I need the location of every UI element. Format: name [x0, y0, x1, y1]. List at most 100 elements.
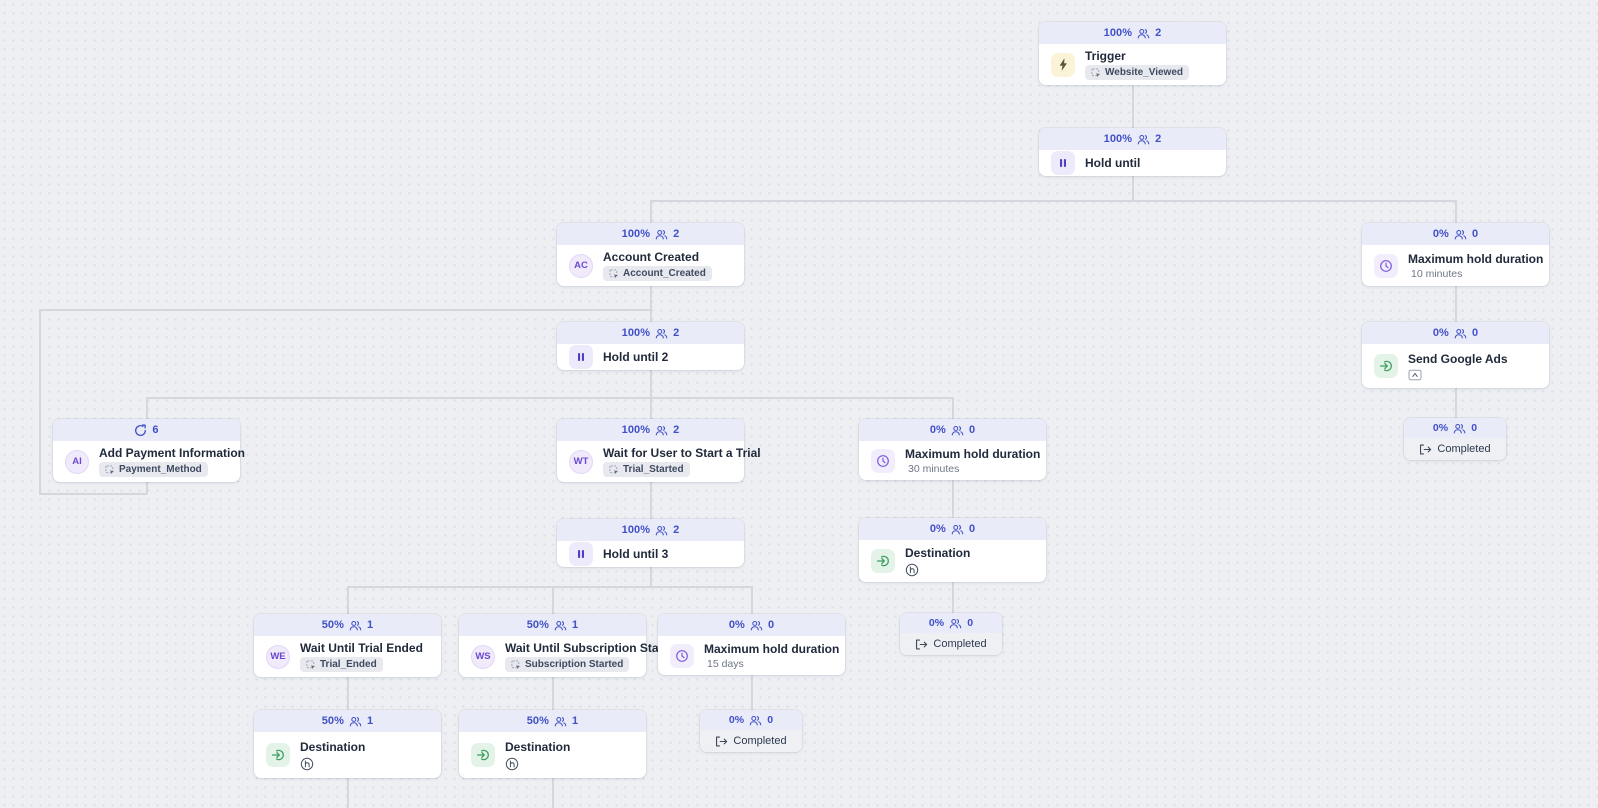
user-count: 1 — [572, 619, 579, 631]
event-badge-label: Account_Created — [623, 268, 706, 279]
users-icon — [655, 525, 668, 536]
percent-value: 100% — [1103, 133, 1133, 145]
node-title: Maximum hold duration — [704, 641, 840, 656]
loop-count: 6 — [152, 424, 159, 436]
connector-line — [952, 582, 954, 613]
event-badge-label: Trial_Ended — [320, 659, 377, 670]
user-count: 1 — [367, 715, 374, 727]
node-wait-until-subscription-started[interactable]: 50% 1 WS Wait Until Subscription Started… — [459, 614, 681, 677]
avatar: AC — [569, 253, 593, 278]
percent-value: 0% — [1432, 422, 1449, 434]
percent-value: 50% — [526, 715, 550, 727]
connector-line — [650, 200, 652, 223]
avatar: WS — [471, 644, 495, 669]
percent-value: 50% — [321, 619, 345, 631]
node-body: Hold until 3 — [557, 541, 744, 567]
event-badge: Trial_Started — [603, 462, 690, 477]
node-destination[interactable]: 0% 0 Destination — [859, 518, 1046, 582]
users-icon — [750, 620, 763, 631]
node-send-google-ads[interactable]: 0% 0 Send Google Ads — [1362, 322, 1549, 388]
clock-icon — [871, 448, 895, 473]
event-icon — [609, 269, 619, 279]
node-wait-until-trial-ended[interactable]: 50% 1 WE Wait Until Trial Ended Trial_En… — [254, 614, 441, 677]
connector-line — [1132, 85, 1134, 128]
node-hold-until-3[interactable]: 100% 2 Hold until 3 — [557, 519, 744, 567]
node-maximum-hold-duration[interactable]: 0% 0 Maximum hold duration 10 minutes — [1362, 223, 1549, 286]
percent-value: 0% — [928, 617, 945, 629]
user-count: 1 — [572, 715, 579, 727]
node-completed[interactable]: 0% 0 Completed — [700, 710, 802, 752]
user-count: 2 — [673, 327, 680, 339]
webhook-icon — [300, 757, 314, 771]
percent-value: 50% — [526, 619, 550, 631]
node-completed[interactable]: 0% 0 Completed — [900, 613, 1002, 655]
node-wait-for-user-to-start-a-trial[interactable]: 100% 2 WT Wait for User to Start a Trial… — [557, 419, 761, 482]
percent-value: 0% — [728, 714, 745, 726]
node-title: Hold until — [1085, 156, 1141, 170]
avatar: WT — [569, 449, 593, 474]
user-count: 1 — [367, 619, 374, 631]
user-count: 2 — [673, 424, 680, 436]
pause-icon — [569, 542, 593, 566]
event-badge: Subscription Started — [505, 657, 630, 672]
connector-line — [1455, 286, 1457, 322]
node-body: WT Wait for User to Start a Trial Trial_… — [557, 441, 761, 482]
node-destination[interactable]: 50% 1 Destination — [254, 710, 441, 778]
node-hold-until-2[interactable]: 100% 2 Hold until 2 — [557, 322, 744, 370]
user-count: 0 — [1471, 228, 1479, 240]
node-stats-header: 0% 0 — [700, 710, 802, 730]
node-body: Maximum hold duration 30 minutes — [859, 441, 1046, 480]
node-body: Destination — [859, 540, 1046, 582]
clock-icon — [670, 643, 694, 668]
node-title: Wait Until Trial Ended — [300, 641, 423, 655]
users-icon — [951, 524, 964, 535]
event-badge-label: Payment_Method — [119, 464, 202, 475]
node-title: Wait for User to Start a Trial — [603, 446, 761, 460]
loop-icon — [134, 424, 147, 437]
connector-line — [146, 397, 952, 399]
user-count: 0 — [968, 424, 976, 436]
event-badge-label: Subscription Started — [525, 659, 624, 670]
percent-value: 100% — [621, 424, 651, 436]
node-stats-header: 100% 2 — [557, 519, 744, 541]
connector-line — [650, 370, 652, 397]
node-add-payment-information[interactable]: 6 AI Add Payment Information Payment_Met… — [53, 419, 245, 482]
node-title: Add Payment Information — [99, 446, 246, 460]
percent-value: 0% — [1432, 228, 1449, 240]
users-icon — [1137, 28, 1150, 39]
node-account-created[interactable]: 100% 2 AC Account Created Account_Create… — [557, 223, 744, 286]
node-hold-until[interactable]: 100% 2 Hold until — [1039, 128, 1226, 176]
webhook-icon — [905, 563, 919, 577]
loopback-connector-line — [39, 309, 41, 494]
node-body: Destination — [254, 732, 441, 778]
node-title: Destination — [905, 545, 971, 560]
node-stats-header: 100% 2 — [1039, 128, 1226, 150]
user-count: 0 — [1471, 422, 1478, 434]
node-stats-header: 0% 0 — [859, 518, 1046, 540]
users-icon — [949, 618, 962, 629]
node-body: Completed — [1404, 438, 1506, 460]
destination-arrow-icon — [871, 549, 895, 573]
node-maximum-hold-duration-3[interactable]: 0% 0 Maximum hold duration 15 days — [658, 614, 845, 675]
event-icon — [1091, 68, 1101, 78]
users-icon — [749, 715, 762, 726]
node-body: AC Account Created Account_Created — [557, 245, 744, 286]
node-body: Hold until 2 — [557, 344, 744, 370]
node-stats-header: 0% 0 — [900, 613, 1002, 633]
event-badge: Website_Viewed — [1085, 65, 1189, 80]
node-trigger[interactable]: 100% 2 Trigger Website_Viewed — [1039, 22, 1226, 85]
percent-value: 0% — [728, 619, 745, 631]
google-ads-icon — [1408, 369, 1422, 381]
node-destination[interactable]: 50% 1 Destination — [459, 710, 646, 778]
node-stats-header: 0% 0 — [1362, 223, 1549, 245]
node-completed[interactable]: 0% 0 Completed — [1404, 418, 1506, 460]
user-count: 0 — [767, 619, 775, 631]
connector-line — [552, 677, 554, 710]
connector-line — [650, 567, 652, 586]
node-body: Send Google Ads — [1362, 344, 1549, 388]
node-loop-header: 6 — [53, 419, 240, 441]
loopback-connector-line — [39, 309, 650, 311]
pause-icon — [1051, 151, 1075, 175]
node-stats-header: 50% 1 — [254, 614, 441, 636]
node-maximum-hold-duration-2[interactable]: 0% 0 Maximum hold duration 30 minutes — [859, 419, 1046, 480]
